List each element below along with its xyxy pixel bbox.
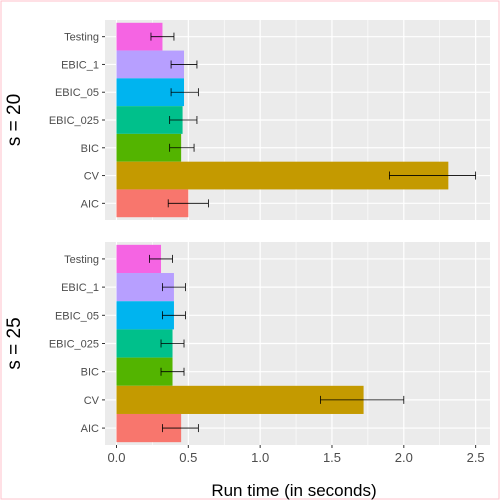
y-tick-label: AIC [81, 423, 99, 435]
error-bar-ebic-05 [170, 88, 199, 97]
x-axis: 0.0 0.5 1.0 1.5 2.0 2.5 [107, 445, 485, 465]
error-bar-ebic-1 [162, 283, 186, 292]
error-bar-ebic-1 [170, 60, 198, 69]
y-tick-label: AIC [81, 198, 99, 210]
y-tick-label: Testing [64, 32, 99, 44]
panels: Testing EBIC_1 EBIC_05 EBIC_025 BIC CV AIC s = … [4, 20, 490, 445]
error-bar-ebic-025 [160, 339, 185, 348]
panel-strip-label: s = 20 [4, 94, 25, 146]
y-tick-label: EBIC_025 [49, 115, 99, 127]
panel-1: Testing EBIC_1 EBIC_05 EBIC_025 BIC CV AIC s = … [4, 242, 490, 445]
panel-strip-label: s = 25 [4, 317, 25, 369]
error-bar-aic [162, 424, 199, 433]
y-tick-label: CV [84, 395, 100, 407]
error-bar-testing [149, 254, 173, 263]
y-tick-label: BIC [81, 143, 99, 155]
x-tick-label: 1.5 [323, 450, 341, 465]
error-bar-testing [150, 32, 175, 41]
error-bar-ebic-025 [169, 116, 198, 124]
error-bar-bic [160, 367, 185, 376]
error-bar-aic [167, 199, 209, 208]
x-tick-label: 0.0 [107, 450, 125, 465]
y-tick-label: EBIC_05 [55, 87, 99, 99]
y-tick-label: Testing [64, 254, 99, 266]
y-tick-label: EBIC_025 [49, 339, 99, 351]
x-axis-title: Run time (in seconds) [211, 481, 376, 500]
y-tick-label: EBIC_05 [55, 310, 99, 322]
y-tick-label: BIC [81, 367, 99, 379]
x-tick-label: 1.0 [251, 450, 269, 465]
error-bar-cv [389, 171, 477, 180]
x-tick-label: 2.0 [395, 450, 413, 465]
y-tick-label: EBIC_1 [61, 282, 99, 294]
y-tick-label: CV [84, 171, 100, 183]
x-tick-label: 2.5 [467, 450, 485, 465]
y-tick-label: EBIC_1 [61, 59, 99, 71]
error-bar-cv [320, 395, 405, 404]
error-bar-bic [169, 143, 195, 152]
panel-0: Testing EBIC_1 EBIC_05 EBIC_025 BIC CV AIC s = … [4, 20, 490, 220]
error-bar-ebic-05 [162, 311, 186, 320]
x-tick-label: 0.5 [179, 450, 197, 465]
